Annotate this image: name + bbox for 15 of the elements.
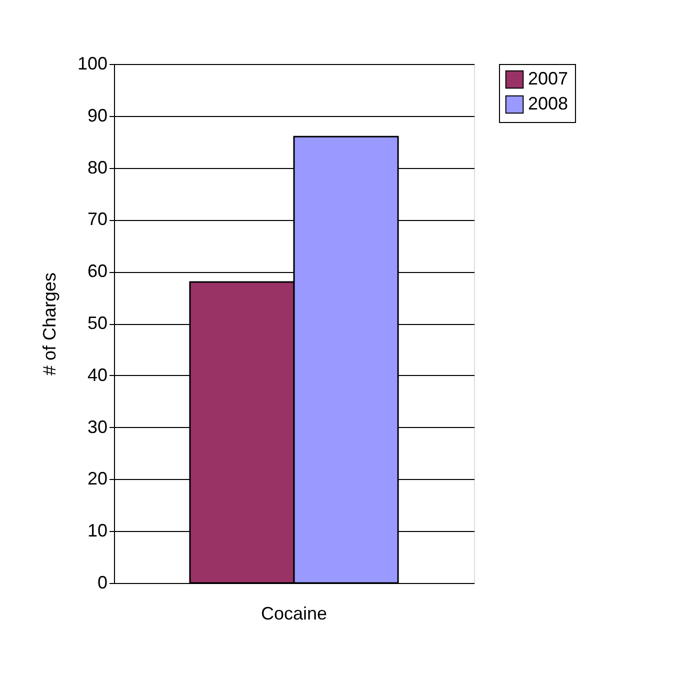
- y-tick-label: 30: [87, 416, 108, 437]
- y-tick-label: 80: [87, 157, 108, 178]
- y-tick-label: 10: [87, 520, 108, 541]
- y-tick-label: 50: [87, 313, 108, 333]
- y-tick-label: 0: [97, 572, 108, 592]
- y-tick-label: 70: [87, 209, 108, 230]
- y-tick-label: 40: [87, 364, 108, 385]
- legend-label: 2008: [528, 94, 568, 114]
- legend-label: 2007: [528, 68, 568, 88]
- y-tick-label: 100: [77, 54, 108, 74]
- x-tick-label: Cocaine: [260, 604, 328, 624]
- y-tick-label: 20: [87, 468, 108, 489]
- y-axis-title: # of Charges: [39, 272, 60, 376]
- y-tick-label: 60: [87, 261, 108, 282]
- y-tick-label: 90: [87, 105, 108, 126]
